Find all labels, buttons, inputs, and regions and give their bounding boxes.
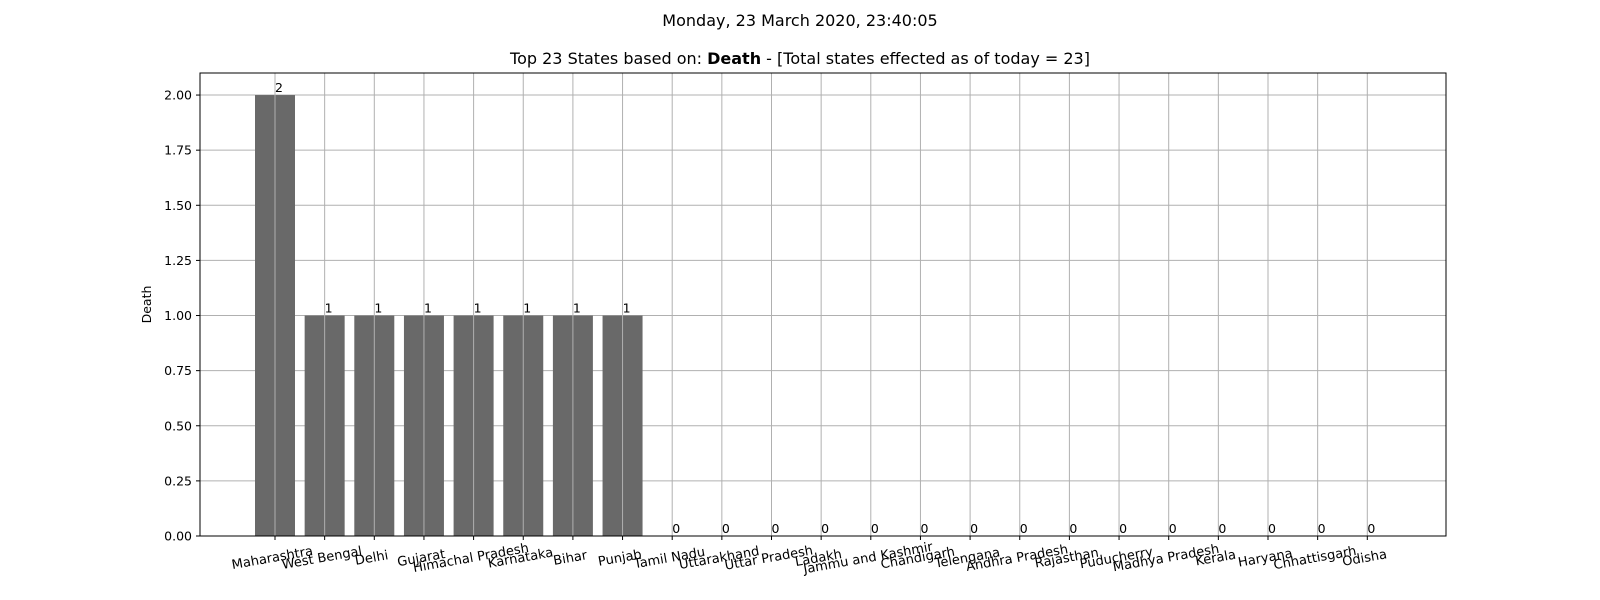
y-tick-label: 1.25 — [164, 253, 192, 268]
y-tick-label: 0.50 — [164, 418, 192, 433]
bar-value-label: 0 — [1318, 521, 1326, 536]
y-tick-label: 1.75 — [164, 143, 192, 158]
bar-value-labels: 2 1 1 1 1 1 1 1 0 0 0 0 0 0 0 0 0 0 0 0 0 0 0 — [275, 80, 1375, 536]
y-tick-label: 2.00 — [164, 88, 192, 103]
bar-value-label: 0 — [722, 521, 730, 536]
bar-value-label: 0 — [1119, 521, 1127, 536]
bar-value-label: 0 — [871, 521, 879, 536]
x-tick-label: Delhi — [354, 548, 390, 569]
bar-value-label: 0 — [1020, 521, 1028, 536]
bar-value-label: 0 — [1367, 521, 1375, 536]
bar-value-label: 2 — [275, 80, 283, 95]
bar-value-label: 1 — [573, 301, 581, 316]
bar-value-label: 0 — [970, 521, 978, 536]
y-tick-label: 0.75 — [164, 363, 192, 378]
x-tick-label: Kerala — [1194, 548, 1237, 570]
chart-suptitle: Monday, 23 March 2020, 23:40:05 — [662, 11, 937, 30]
y-tick-label: 0.25 — [164, 473, 192, 488]
bar-value-label: 1 — [623, 301, 631, 316]
bar-value-label: 1 — [374, 301, 382, 316]
title-prefix: Top 23 States based on: — [509, 49, 707, 68]
plot-frame — [199, 72, 1447, 537]
bar-value-label: 0 — [1268, 521, 1276, 536]
y-axis-ticks: 0.00 0.25 0.50 0.75 1.00 1.25 1.50 1.75 2.00 — [164, 88, 200, 544]
bar-value-label: 0 — [920, 521, 928, 536]
y-tick-label: 1.50 — [164, 198, 192, 213]
bar-value-label: 0 — [1069, 521, 1077, 536]
bar-value-label: 1 — [424, 301, 432, 316]
bar-value-label: 1 — [474, 301, 482, 316]
bar-value-label: 0 — [772, 521, 780, 536]
title-suffix: - [Total states effected as of today = 2… — [761, 49, 1090, 68]
bar-value-label: 0 — [821, 521, 829, 536]
bar-value-label: 0 — [672, 521, 680, 536]
x-tick-label: Bihar — [552, 548, 589, 569]
y-axis-label: Death — [139, 286, 154, 324]
bar-value-label: 0 — [1169, 521, 1177, 536]
y-tick-label: 0.00 — [164, 529, 192, 544]
bar-value-label: 1 — [523, 301, 531, 316]
vertical-grid — [274, 73, 1368, 536]
title-metric: Death — [707, 49, 761, 68]
bar-value-label: 1 — [325, 301, 333, 316]
y-tick-label: 1.00 — [164, 308, 192, 323]
bar-value-label: 0 — [1218, 521, 1226, 536]
chart-title: Top 23 States based on: Death - [Total s… — [509, 49, 1090, 68]
